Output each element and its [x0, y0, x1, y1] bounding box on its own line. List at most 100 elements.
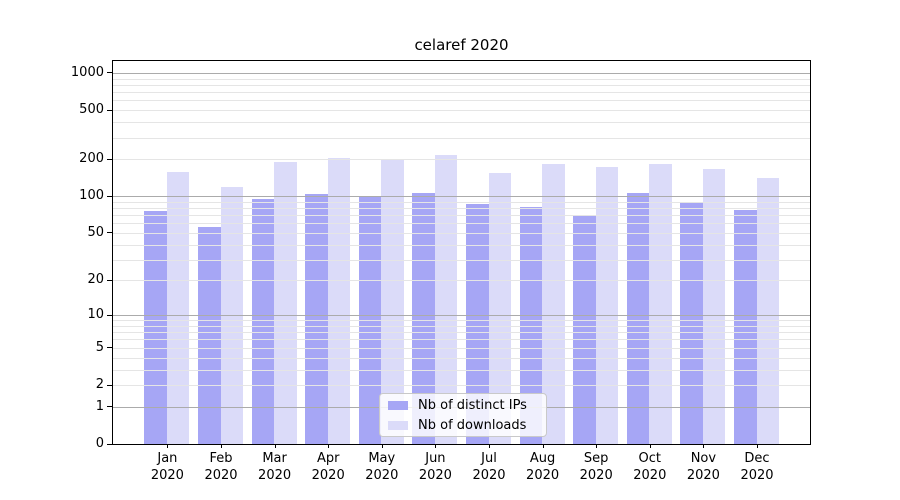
y-axis-tick: [107, 384, 112, 386]
y-axis-tick: [107, 195, 112, 197]
y-axis-tick-label: 2: [95, 377, 104, 392]
x-axis-tick: [274, 444, 276, 448]
minor-gridline: [113, 339, 810, 341]
minor-gridline: [113, 357, 810, 359]
minor-gridline: [113, 100, 810, 102]
minor-gridline: [113, 320, 810, 322]
y-axis-tick: [107, 279, 112, 281]
bar-distinct-ips-jun: [412, 192, 435, 444]
bar-downloads-jun: [434, 155, 458, 444]
minor-gridline: [113, 244, 810, 246]
y-axis-tick-label: 10: [87, 307, 104, 323]
bar-distinct-ips-nov: [680, 201, 703, 444]
bar-downloads-nov: [702, 168, 726, 444]
minor-gridline: [113, 208, 810, 209]
bar-distinct-ips-oct: [626, 193, 650, 444]
legend-item-downloads: Nb of downloads: [380, 415, 546, 435]
x-axis-tick: [435, 444, 437, 448]
x-axis-tick: [221, 444, 222, 448]
x-axis-tick-label: Dec 2020: [740, 451, 774, 483]
x-axis-tick-label: Oct 2020: [633, 451, 667, 483]
legend-item-distinct-ips: Nb of distinct IPs: [380, 395, 546, 415]
bar-downloads-dec: [756, 177, 779, 444]
y-axis-tick-label: 200: [79, 151, 104, 167]
minor-gridline: [113, 92, 810, 94]
y-axis-tick-label: 100: [79, 188, 104, 204]
legend-label-distinct-ips: Nb of distinct IPs: [418, 397, 527, 413]
minor-gridline: [113, 84, 810, 86]
x-axis-tick-label: Apr 2020: [311, 451, 345, 483]
legend-swatch-downloads: [388, 420, 408, 430]
major-gridline: [113, 315, 810, 317]
legend-label-downloads: Nb of downloads: [418, 417, 527, 433]
y-axis-tick-label: 0: [95, 436, 104, 451]
minor-gridline: [113, 122, 810, 124]
minor-gridline: [113, 332, 810, 334]
minor-gridline: [113, 215, 810, 217]
minor-gridline: [113, 201, 810, 203]
minor-gridline: [113, 137, 810, 139]
x-axis-tick: [542, 444, 544, 448]
minor-gridline: [113, 347, 810, 349]
minor-gridline: [113, 159, 810, 161]
x-axis-tick: [757, 444, 758, 448]
chart-title: celaref 2020: [414, 36, 509, 54]
bar-distinct-ips-may: [358, 195, 382, 444]
y-axis-tick: [107, 109, 112, 111]
bar-downloads-sep: [595, 166, 619, 444]
plot-area: [112, 60, 811, 445]
y-axis-tick-label: 1000: [70, 64, 104, 80]
bar-distinct-ips-jul: [466, 203, 489, 444]
y-axis-tick: [107, 158, 112, 160]
y-axis-tick: [107, 72, 112, 74]
x-axis-tick: [328, 444, 330, 448]
bar-distinct-ips-sep: [573, 215, 596, 444]
x-axis-tick: [489, 444, 490, 448]
bar-downloads-jan: [166, 171, 190, 444]
y-axis-tick: [107, 314, 112, 316]
minor-gridline: [113, 232, 810, 234]
bar-downloads-jul: [488, 173, 511, 444]
bar-distinct-ips-apr: [305, 194, 328, 444]
y-axis-tick: [107, 347, 112, 349]
legend: Nb of distinct IPs Nb of downloads: [379, 393, 547, 437]
x-axis-tick-label: Nov 2020: [686, 451, 720, 483]
minor-gridline: [113, 110, 810, 112]
major-gridline: [113, 72, 810, 74]
major-gridline: [113, 196, 810, 198]
x-axis-tick: [649, 444, 651, 448]
minor-gridline: [113, 326, 810, 327]
minor-gridline: [113, 369, 810, 371]
minor-gridline: [113, 223, 810, 225]
bar-downloads-apr: [327, 157, 351, 444]
x-axis-tick-label: Feb 2020: [204, 451, 238, 483]
minor-gridline: [113, 259, 810, 261]
minor-gridline: [113, 280, 810, 282]
legend-swatch-distinct-ips: [388, 400, 408, 410]
x-axis-tick-label: Mar 2020: [258, 451, 292, 483]
x-axis-tick: [703, 444, 705, 448]
x-axis-tick-label: May 2020: [365, 451, 399, 483]
x-axis-tick-label: Jun 2020: [418, 451, 452, 483]
minor-gridline: [113, 385, 810, 386]
x-axis-tick: [596, 444, 598, 448]
y-axis-tick: [107, 443, 112, 445]
x-axis-tick: [167, 444, 169, 448]
y-axis-tick-label: 500: [79, 102, 104, 118]
bar-distinct-ips-jan: [144, 210, 167, 444]
x-axis-tick: [381, 444, 383, 448]
x-axis-tick-label: Aug 2020: [526, 451, 560, 483]
y-axis-tick: [107, 232, 112, 234]
bar-downloads-may: [381, 158, 404, 444]
y-axis-tick-label: 5: [95, 339, 104, 355]
y-axis-tick-label: 50: [87, 224, 104, 240]
x-axis-tick-label: Sep 2020: [579, 451, 613, 483]
x-axis-tick-label: Jan 2020: [150, 451, 184, 483]
minor-gridline: [113, 78, 810, 80]
y-axis-tick-label: 1: [95, 398, 104, 414]
y-axis-tick: [107, 406, 112, 408]
x-axis-tick-label: Jul 2020: [472, 451, 506, 483]
bar-downloads-oct: [649, 163, 672, 444]
bar-downloads-mar: [274, 161, 297, 444]
